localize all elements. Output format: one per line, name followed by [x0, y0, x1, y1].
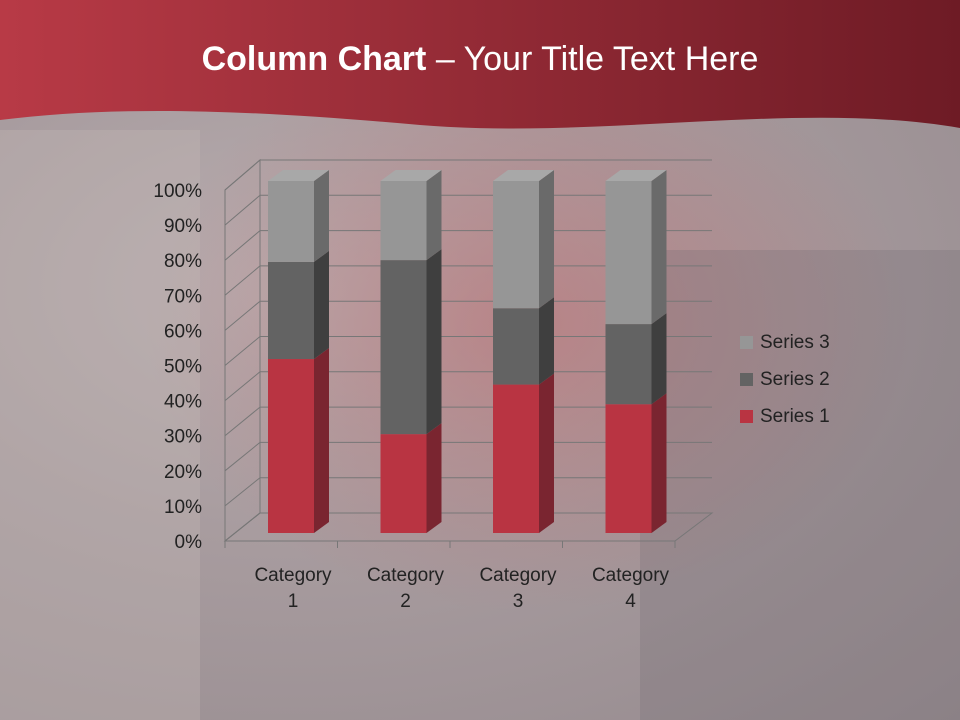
legend-swatch	[740, 373, 753, 386]
x-tick-label-line: Category	[254, 565, 332, 586]
bar-segment-series-2	[605, 313, 667, 405]
bar-top	[605, 170, 667, 181]
x-tick-label-line: Category	[367, 565, 445, 586]
legend-label: Series 2	[760, 369, 830, 390]
y-tick-label: 70%	[164, 286, 202, 307]
bar-front	[380, 434, 427, 533]
bar-side	[539, 373, 554, 533]
x-tick-label: Category 4	[592, 565, 670, 612]
bar-side	[539, 297, 554, 385]
bar-front	[493, 384, 539, 533]
bar-segment-series-3	[268, 170, 329, 262]
y-tick-label: 50%	[164, 357, 202, 378]
y-tick-label: 90%	[164, 216, 202, 237]
gridline	[224, 194, 712, 226]
bar-side	[314, 250, 329, 360]
gridline	[224, 406, 712, 437]
bar-front	[380, 260, 427, 435]
x-tick-label-line: 2	[400, 591, 411, 612]
legend-label: Series 1	[760, 406, 830, 427]
bar-segment-series-1	[605, 393, 667, 533]
x-tick-label-line: 1	[288, 591, 299, 612]
y-tick-label: 30%	[164, 427, 202, 448]
y-tick-label: 0%	[175, 532, 203, 553]
bar-side	[426, 249, 442, 435]
bar-side	[426, 170, 442, 261]
gridline	[224, 441, 712, 472]
x-tick-label-line: 4	[625, 591, 636, 612]
gridline	[224, 336, 712, 366]
gridline	[224, 371, 712, 401]
header-band	[0, 0, 960, 129]
bar-segment-series-2	[268, 250, 329, 360]
y-tick-label: 40%	[164, 392, 202, 413]
y-tick-label: 100%	[153, 181, 202, 202]
x-tick-label-line: Category	[479, 565, 557, 586]
bar-side	[314, 348, 329, 533]
bar-front	[268, 181, 314, 262]
y-tick-label: 60%	[164, 321, 202, 342]
gridline	[224, 300, 712, 331]
bar-segment-series-3	[380, 170, 442, 261]
bar-front	[268, 261, 314, 360]
slide-title: Column Chart – Your Title Text Here	[201, 40, 759, 78]
x-tick-label: Category 1	[254, 565, 332, 612]
bar-segment-series-1	[380, 423, 442, 533]
y-tick-label: 80%	[164, 251, 202, 272]
x-tick-label: Category 2	[367, 565, 445, 612]
bar-front	[268, 359, 314, 533]
bar-segment-series-2	[493, 297, 554, 385]
y-tick-label: 10%	[164, 497, 202, 518]
bar-side	[651, 313, 667, 405]
bar-front	[605, 324, 652, 405]
bar-front	[493, 308, 539, 385]
gridline	[224, 265, 712, 296]
gridline	[224, 477, 712, 507]
bar-segment-series-3	[605, 170, 667, 325]
bar-side	[651, 170, 667, 325]
legend-swatch	[740, 336, 753, 349]
bar-side	[539, 170, 554, 309]
x-tick-label-line: 3	[513, 591, 524, 612]
y-tick-label: 20%	[164, 462, 202, 483]
bar-segment-series-1	[268, 348, 329, 533]
bar-top	[268, 170, 329, 181]
bar-front	[380, 181, 427, 261]
bar-side	[426, 423, 442, 533]
bar-segment-series-3	[493, 170, 554, 309]
bar-top	[380, 170, 442, 181]
gridline	[224, 159, 712, 191]
bar-top	[493, 170, 554, 181]
x-tick-label-line: Category	[592, 565, 670, 586]
bar-front	[493, 181, 539, 309]
bar-side	[651, 393, 667, 533]
bar-side	[314, 170, 329, 262]
legend-label: Series 3	[760, 332, 830, 353]
bar-front	[605, 181, 652, 325]
gridline	[224, 230, 712, 261]
bar-segment-series-2	[380, 249, 442, 435]
x-tick-label: Category 3	[479, 565, 557, 612]
legend-swatch	[740, 410, 753, 423]
bar-segment-series-1	[493, 373, 554, 533]
bar-front	[605, 404, 652, 533]
